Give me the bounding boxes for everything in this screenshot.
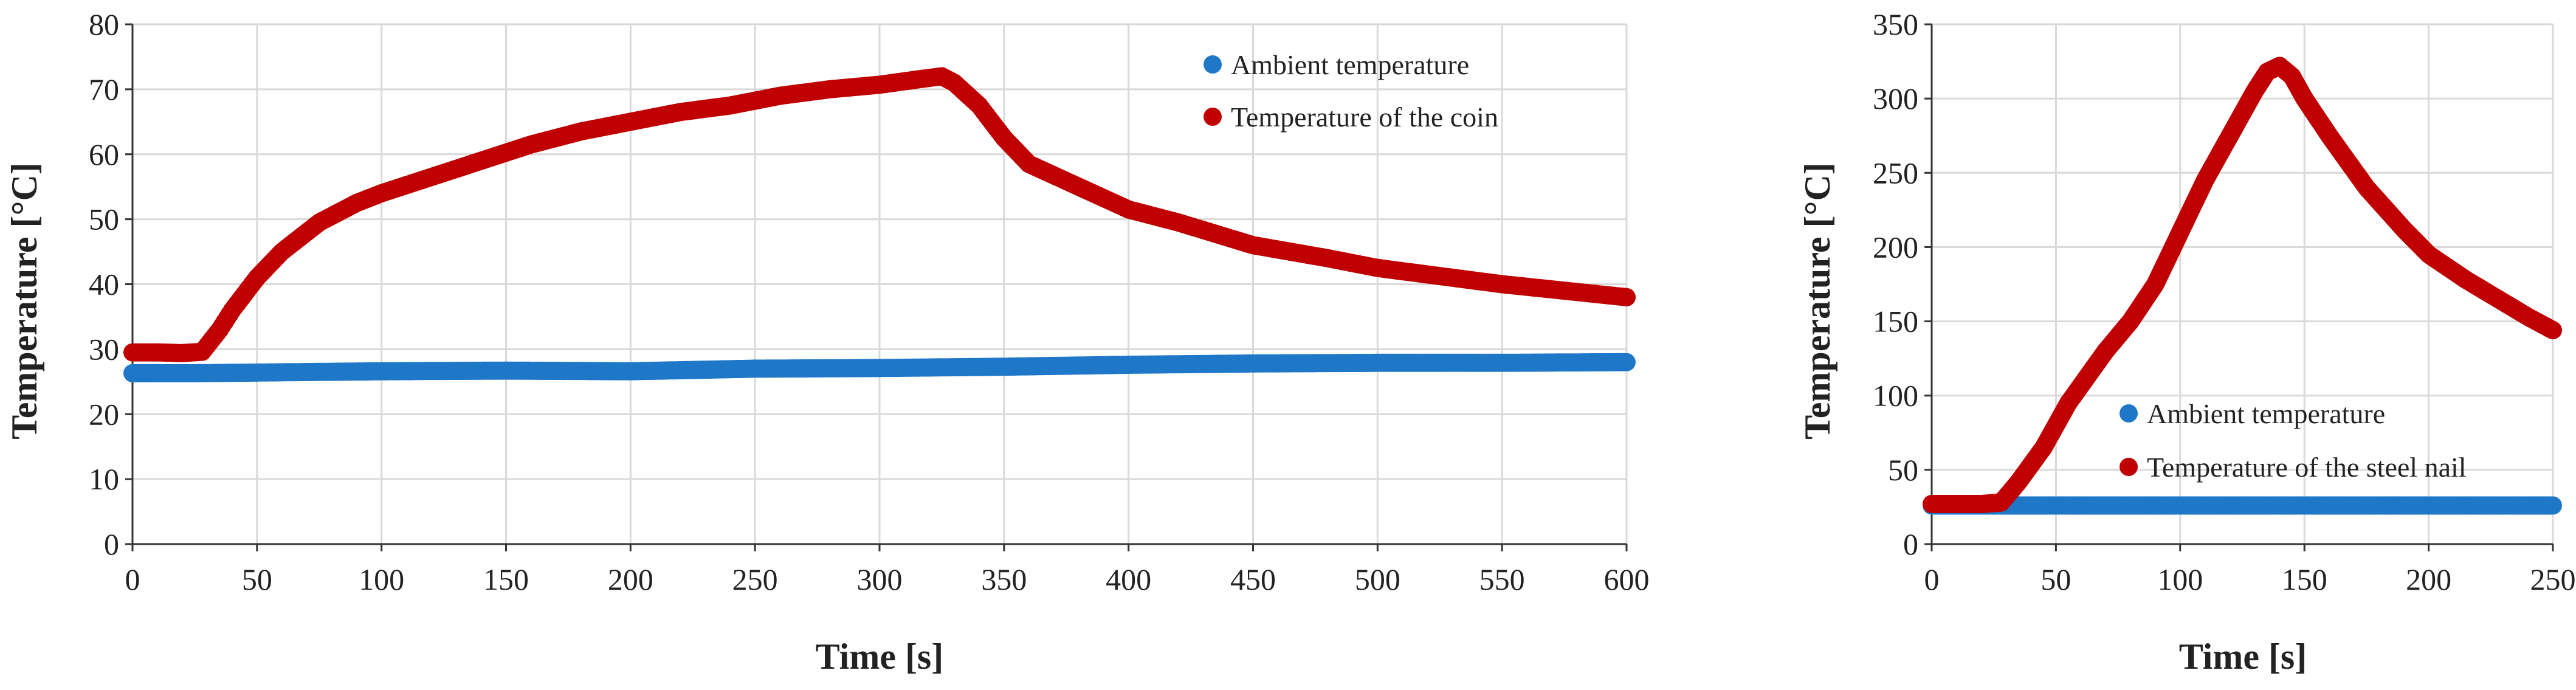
c0-x-tick-label: 100 — [359, 562, 404, 596]
c1-data-point — [2544, 321, 2562, 340]
c1-series-1 — [1923, 57, 2562, 513]
c1-y-tick-label: 350 — [1873, 7, 1918, 41]
c1-y-axis-label: Temperature [°C] — [1797, 162, 1837, 440]
c1-series — [1923, 57, 2562, 515]
c1-x-tick-label: 0 — [1924, 562, 1940, 596]
c1-legend: Ambient temperature Temperature of the s… — [2120, 398, 2467, 483]
c0-x-tick-label: 50 — [242, 562, 272, 596]
c1-series-0 — [1923, 496, 2562, 515]
c0-x-tick-label: 400 — [1106, 562, 1151, 596]
nail-temperature-chart: 0 50 100 150 200 250 300 350 0 50 100 150 200 250 Te… — [1797, 7, 2576, 677]
c0-y-tick-label: 80 — [89, 7, 119, 41]
c0-x-tick-label: 300 — [857, 562, 903, 596]
c0-gridlines — [131, 23, 1628, 545]
c0-legend-marker-coin — [1204, 108, 1222, 126]
c0-x-tick-label: 250 — [732, 562, 778, 596]
c1-x-tick-label: 100 — [2157, 562, 2203, 596]
c1-legend-label-ambient: Ambient temperature — [2147, 398, 2385, 429]
c0-y-tick-label: 60 — [89, 137, 119, 171]
c0-x-axis-label: Time [s] — [816, 637, 944, 677]
c0-y-tick-labels: 0 10 20 30 40 50 60 70 80 — [89, 7, 119, 561]
c0-x-tick-label: 450 — [1230, 562, 1276, 596]
c0-y-tick-label: 0 — [104, 527, 119, 561]
c1-y-tick-label: 150 — [1873, 305, 1918, 339]
c0-x-tick-label: 150 — [483, 562, 529, 596]
c1-y-tick-label: 0 — [1903, 527, 1918, 561]
c1-y-tick-label: 300 — [1873, 81, 1918, 116]
c0-x-tick-label: 500 — [1355, 562, 1400, 596]
c0-legend-marker-ambient — [1204, 55, 1222, 74]
c1-y-tick-label: 200 — [1873, 230, 1918, 264]
c0-y-tick-label: 70 — [89, 72, 119, 106]
c0-series-0 — [123, 353, 1636, 382]
c1-legend-marker-nail — [2120, 458, 2138, 476]
c0-x-tick-label: 200 — [608, 562, 653, 596]
c0-legend-label-ambient: Ambient temperature — [1231, 49, 1469, 80]
c0-axes — [125, 23, 1628, 551]
c1-x-tick-label: 150 — [2282, 562, 2327, 596]
c0-data-point — [1617, 288, 1636, 306]
c0-series — [123, 67, 1636, 382]
coin-temperature-chart: 0 10 20 30 40 50 60 70 80 0 50 100 150 200 250 300 350 4… — [4, 7, 1650, 677]
c1-axes — [1924, 23, 2554, 551]
c1-x-tick-label: 50 — [2040, 562, 2071, 596]
c1-x-axis-label: Time [s] — [2179, 637, 2307, 677]
c0-legend-label-coin: Temperature of the coin — [1231, 102, 1498, 133]
c1-legend-marker-ambient — [2120, 404, 2138, 423]
c1-y-tick-labels: 0 50 100 150 200 250 300 350 — [1873, 7, 1918, 561]
c0-y-axis-label: Temperature [°C] — [4, 162, 44, 440]
c1-y-tick-label: 250 — [1873, 156, 1918, 190]
c0-y-tick-label: 30 — [89, 332, 119, 366]
c1-data-point — [2544, 496, 2562, 515]
c1-legend-label-nail: Temperature of the steel nail — [2147, 452, 2467, 483]
c0-x-tick-labels: 0 50 100 150 200 250 300 350 400 450 500 550 600 — [125, 562, 1650, 596]
c0-series-1 — [123, 67, 1636, 362]
c0-y-tick-label: 50 — [89, 202, 119, 236]
c0-x-tick-label: 350 — [981, 562, 1027, 596]
c0-legend: Ambient temperature Temperature of the c… — [1204, 49, 1498, 133]
c0-x-tick-label: 550 — [1479, 562, 1525, 596]
c1-x-tick-label: 200 — [2406, 562, 2451, 596]
c0-y-tick-label: 10 — [89, 462, 119, 496]
c0-x-tick-label: 0 — [125, 562, 140, 596]
c1-y-tick-label: 100 — [1873, 379, 1918, 413]
c0-data-point — [1617, 353, 1636, 371]
c0-x-tick-label: 600 — [1604, 562, 1650, 596]
c0-y-tick-label: 20 — [89, 397, 119, 431]
c1-y-tick-label: 50 — [1888, 453, 1918, 487]
c1-x-tick-label: 250 — [2530, 562, 2576, 596]
c1-x-tick-labels: 0 50 100 150 200 250 — [1924, 562, 2576, 596]
c0-y-tick-label: 40 — [89, 267, 119, 302]
